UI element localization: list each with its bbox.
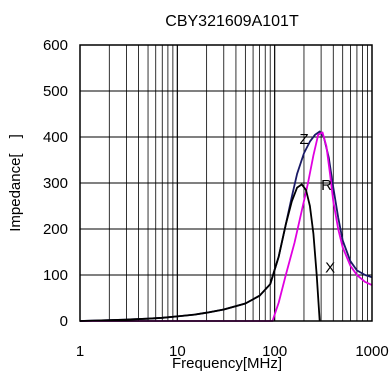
y-tick-label: 400	[43, 129, 68, 146]
grid-lines	[80, 45, 372, 321]
y-tick-label: 300	[43, 175, 68, 192]
y-tick-label: 100	[43, 267, 68, 284]
plot-frame	[79, 44, 373, 322]
series-line-r	[80, 131, 373, 322]
series-layer	[79, 130, 373, 322]
annotation-r: R	[321, 177, 332, 194]
annotation-x: X	[325, 260, 335, 277]
series-annotations: Z R X	[300, 131, 336, 277]
x-tick-labels: 1 10 100 1000	[76, 343, 389, 360]
y-tick-label: 0	[60, 313, 68, 330]
x-axis-label: Frequency[MHz]	[172, 355, 282, 372]
x-tick-label: 1000	[355, 343, 388, 360]
y-tick-label: 500	[43, 83, 68, 100]
y-axis-label: Impedance[ ]	[7, 134, 24, 232]
chart-title: CBY321609A101T	[165, 13, 299, 30]
x-tick-label: 1	[76, 343, 84, 360]
x-tick-label: 10	[169, 343, 186, 360]
y-tick-label: 600	[43, 37, 68, 54]
series-line-x	[79, 183, 321, 322]
x-tick-label: 100	[262, 343, 287, 360]
y-tick-labels: 0 100 200 300 400 500 600	[43, 37, 68, 330]
annotation-z: Z	[300, 131, 309, 148]
y-tick-label: 200	[43, 221, 68, 238]
